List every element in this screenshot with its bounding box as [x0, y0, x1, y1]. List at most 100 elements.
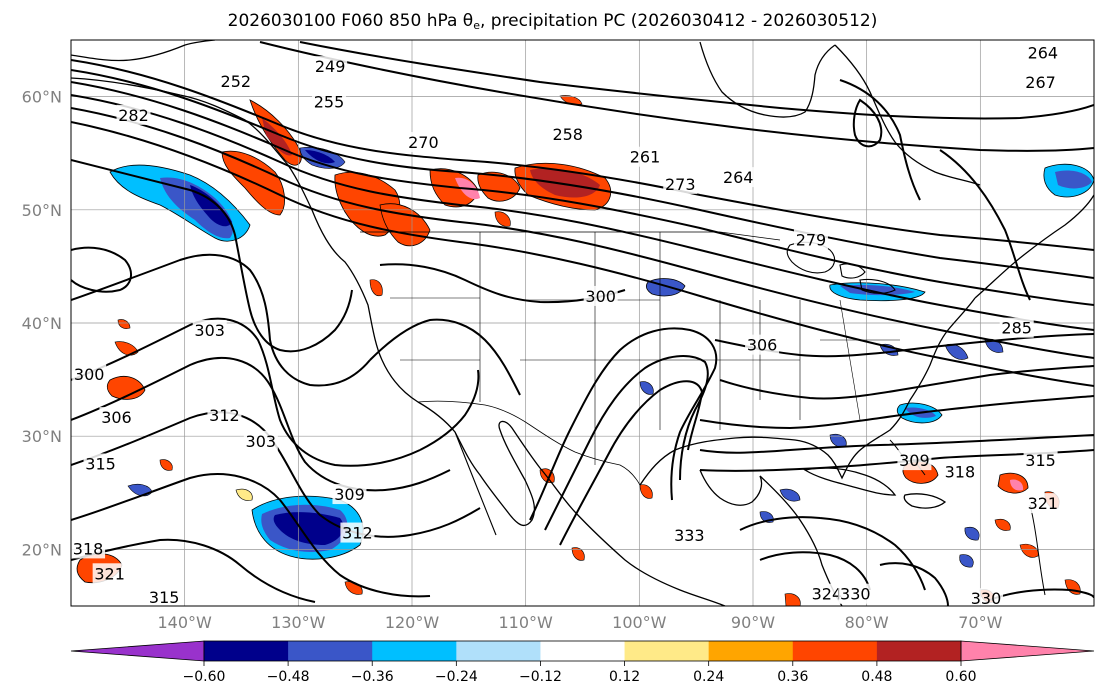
- contour-label-0: 252: [218, 70, 253, 91]
- svg-text:249: 249: [315, 57, 346, 76]
- svg-text:330: 330: [971, 589, 1002, 608]
- svg-text:267: 267: [1025, 73, 1056, 92]
- contour-label-33: 285: [999, 317, 1034, 338]
- contour-label-26: 315: [1023, 450, 1058, 471]
- contour-line: [839, 79, 921, 201]
- svg-text:252: 252: [221, 72, 252, 91]
- contour-line: [71, 94, 1094, 331]
- svg-text:315: 315: [1025, 451, 1056, 470]
- lon-label-5: 90°W: [731, 613, 775, 632]
- contour-label-6: 261: [628, 146, 663, 167]
- colorbar-label-4: −0.12: [519, 669, 562, 685]
- contour-label-1: 249: [313, 56, 348, 77]
- latitude-labels: 60°N 50°N 40°N 30°N 20°N: [22, 88, 62, 560]
- svg-text:282: 282: [118, 106, 149, 125]
- svg-text:255: 255: [314, 92, 345, 111]
- colorbar-label-9: 0.60: [945, 669, 976, 685]
- lat-label-2: 40°N: [22, 314, 62, 333]
- coastline-alaska: [71, 40, 216, 62]
- coastline-lesser-antilles: [1029, 504, 1046, 596]
- contour-line: [529, 327, 718, 521]
- contour-label-5: 258: [550, 124, 585, 145]
- lon-label-2: 120°W: [385, 613, 440, 632]
- svg-text:303: 303: [194, 321, 225, 340]
- contour-line: [879, 562, 949, 606]
- contour-label-27: 321: [1025, 493, 1060, 514]
- svg-text:321: 321: [1028, 494, 1059, 513]
- svg-text:264: 264: [1028, 44, 1059, 63]
- coastline-labrador: [834, 44, 981, 186]
- contour-line: [699, 434, 1094, 454]
- contour-line: [719, 365, 1094, 400]
- contour-label-16: 303: [243, 430, 278, 451]
- longitude-labels: 140°W 130°W 120°W 110°W 100°W 90°W 80°W 70°W: [157, 613, 1002, 632]
- contour-label-12: 303: [192, 319, 227, 340]
- contour-line: [71, 473, 431, 598]
- contour-label-15: 312: [207, 404, 242, 425]
- contour-label-2: 255: [312, 91, 347, 112]
- colorbar-segment-0: [204, 641, 289, 661]
- border-us-canada: [360, 231, 781, 241]
- contour-line: [939, 149, 1031, 301]
- svg-text:318: 318: [73, 539, 104, 558]
- contour-line: [699, 449, 1094, 472]
- contour-line: [259, 41, 1094, 152]
- colorbar-label-2: −0.36: [351, 669, 394, 685]
- contour-label-13: 300: [72, 364, 107, 385]
- plot-frame: [70, 39, 1095, 607]
- contour-line: [559, 380, 704, 546]
- svg-text:264: 264: [723, 168, 754, 187]
- map-plot-area: 252 249 255 282 270 258 261 264 279 267 264 300 303 3…: [71, 40, 1094, 608]
- colorbar-segment-1: [288, 641, 373, 661]
- contour-line: [299, 41, 1094, 120]
- svg-text:312: 312: [342, 524, 373, 543]
- contour-line: [699, 395, 1094, 430]
- svg-text:306: 306: [747, 336, 778, 355]
- svg-text:303: 303: [246, 432, 277, 451]
- colorbar-segment-3: [456, 641, 541, 661]
- title-subscript: e: [473, 19, 480, 32]
- svg-text:324: 324: [812, 585, 843, 604]
- lon-label-7: 70°W: [958, 613, 1002, 632]
- contour-line: [852, 98, 883, 148]
- svg-text:315: 315: [85, 455, 116, 474]
- contour-label-25: 318: [942, 461, 977, 482]
- contour-line: [71, 159, 353, 353]
- contour-label-18: 309: [332, 484, 367, 505]
- coastline-canada-east: [974, 194, 1094, 299]
- colorbar-extend-high: [960, 640, 1095, 662]
- svg-text:312: 312: [209, 406, 240, 425]
- contour-label-20: 318: [71, 538, 106, 559]
- svg-text:330: 330: [840, 585, 871, 604]
- colorbar-segment-2: [372, 641, 457, 661]
- colorbar-label-5: 0.12: [609, 669, 640, 685]
- contour-label-4: 270: [406, 132, 441, 153]
- contour-label-17: 315: [83, 453, 118, 474]
- colorbar-label-7: 0.36: [777, 669, 808, 685]
- svg-text:258: 258: [552, 125, 583, 144]
- lat-label-1: 50°N: [22, 201, 62, 220]
- coastline-cuba: [803, 467, 897, 496]
- contour-label-24: 309: [897, 450, 932, 471]
- contour-line: [369, 318, 521, 396]
- contour-line: [739, 516, 926, 591]
- contour-line: [759, 551, 871, 591]
- colorbar-label-1: −0.48: [267, 669, 310, 685]
- contour-line: [71, 253, 371, 387]
- border-us-mexico: [417, 400, 641, 486]
- contour-label-10: 264: [1025, 42, 1060, 63]
- colorbar-labels: −0.60 −0.48 −0.36 −0.24 −0.12 0.12 0.24 0.36 0.4…: [183, 661, 977, 685]
- lon-label-1: 130°W: [271, 613, 326, 632]
- contour-label-3: 282: [116, 104, 151, 125]
- svg-text:279: 279: [796, 230, 827, 249]
- contour-label-19: 312: [340, 522, 375, 543]
- svg-text:309: 309: [899, 451, 930, 470]
- svg-text:315: 315: [149, 588, 180, 607]
- contour-label-29: 324: [809, 583, 844, 604]
- contour-label-11: 300: [583, 285, 618, 306]
- title-rest: , precipitation PC (2026030412 - 2026030…: [479, 11, 878, 31]
- colorbar-extend-low: [70, 640, 205, 662]
- colorbar-segment-6: [708, 641, 794, 661]
- contour-line: [71, 538, 316, 603]
